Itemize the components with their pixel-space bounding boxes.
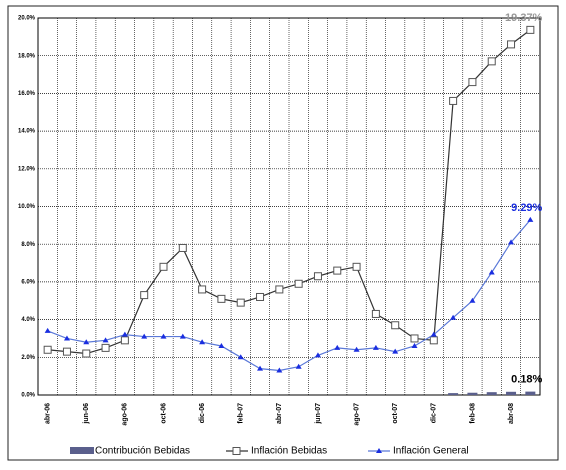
point [218,342,225,348]
point [217,294,226,303]
bar [448,393,459,395]
value-label: 0.18% [511,374,542,386]
line [47,219,531,372]
point [392,348,399,354]
point [256,292,265,301]
point [391,321,400,330]
point [450,314,457,320]
x-tick-label: dic-07 [431,403,438,423]
point [257,365,264,371]
point [352,262,361,271]
x-tick-label: ago-07 [353,403,360,426]
point [101,343,110,352]
point [83,339,90,345]
point [43,345,52,354]
x-tick-label: feb-08 [469,403,476,424]
point [295,363,302,369]
x-tick-label: oct-06 [160,403,167,424]
y-tick-label: 0.0% [21,393,35,399]
y-tick-label: 14.0% [18,129,36,135]
point [179,333,186,339]
point [507,40,516,49]
x-tick-label: dic-06 [199,403,206,423]
point [178,243,187,252]
point [469,297,476,303]
x-tick-label: abr-07 [276,403,283,424]
y-tick-label: 4.0% [21,317,35,323]
legend-label: Contribución Bebidas [95,446,190,457]
point [120,336,129,345]
point [488,269,495,275]
point [314,352,321,358]
point [160,333,167,339]
legend-label: Inflación General [393,446,469,457]
x-tick-label: oct-07 [392,403,399,424]
y-tick-label: 12.0% [18,166,36,172]
x-tick-label: abr-06 [44,403,51,424]
point [468,78,477,87]
point [198,285,207,294]
line [47,29,531,355]
point [410,334,419,343]
point [44,327,51,333]
bar [486,392,497,395]
point [141,333,148,339]
bar [525,391,536,395]
legend-swatch [70,447,94,454]
x-tick-label: jun-07 [315,403,322,425]
x-tick-label: ago-06 [122,403,129,426]
point [353,346,360,352]
point [159,262,168,271]
point [526,25,535,34]
bar [467,392,478,395]
point [449,96,458,105]
point [237,354,244,360]
legend-marker [376,448,382,453]
legend-entry: Inflación General [368,446,469,457]
legend-label: Inflación Bebidas [251,446,327,457]
y-tick-label: 6.0% [21,279,35,285]
point [294,279,303,288]
point [334,344,341,350]
point [102,337,109,343]
point [333,266,342,275]
point [411,342,418,348]
bar [506,391,517,395]
point [430,331,437,337]
legend-entry: Contribución Bebidas [70,446,190,457]
y-tick-label: 2.0% [21,355,35,361]
point [313,272,322,281]
point [276,367,283,373]
legend-marker [232,447,241,455]
point [527,216,534,222]
point [372,344,379,350]
y-tick-label: 20.0% [18,16,36,22]
point [429,336,438,345]
x-tick-label: jun-06 [83,403,90,425]
y-tick-label: 16.0% [18,91,36,97]
point [508,239,515,245]
legend-entry: Inflación Bebidas [226,446,327,457]
point [62,347,71,356]
value-label: 9.29% [511,202,542,214]
y-tick-label: 8.0% [21,242,35,248]
point [63,335,70,341]
point [275,285,284,294]
y-tick-label: 18.0% [18,53,36,59]
point [140,291,149,300]
y-tick-label: 10.0% [18,204,36,210]
point [121,331,128,337]
point [199,339,206,345]
x-tick-label: abr-08 [508,403,515,424]
point [487,57,496,66]
x-tick-label: feb-07 [238,403,245,424]
point [371,309,380,318]
point [82,349,91,358]
point [236,298,245,307]
value-label: 19.37% [505,12,543,24]
